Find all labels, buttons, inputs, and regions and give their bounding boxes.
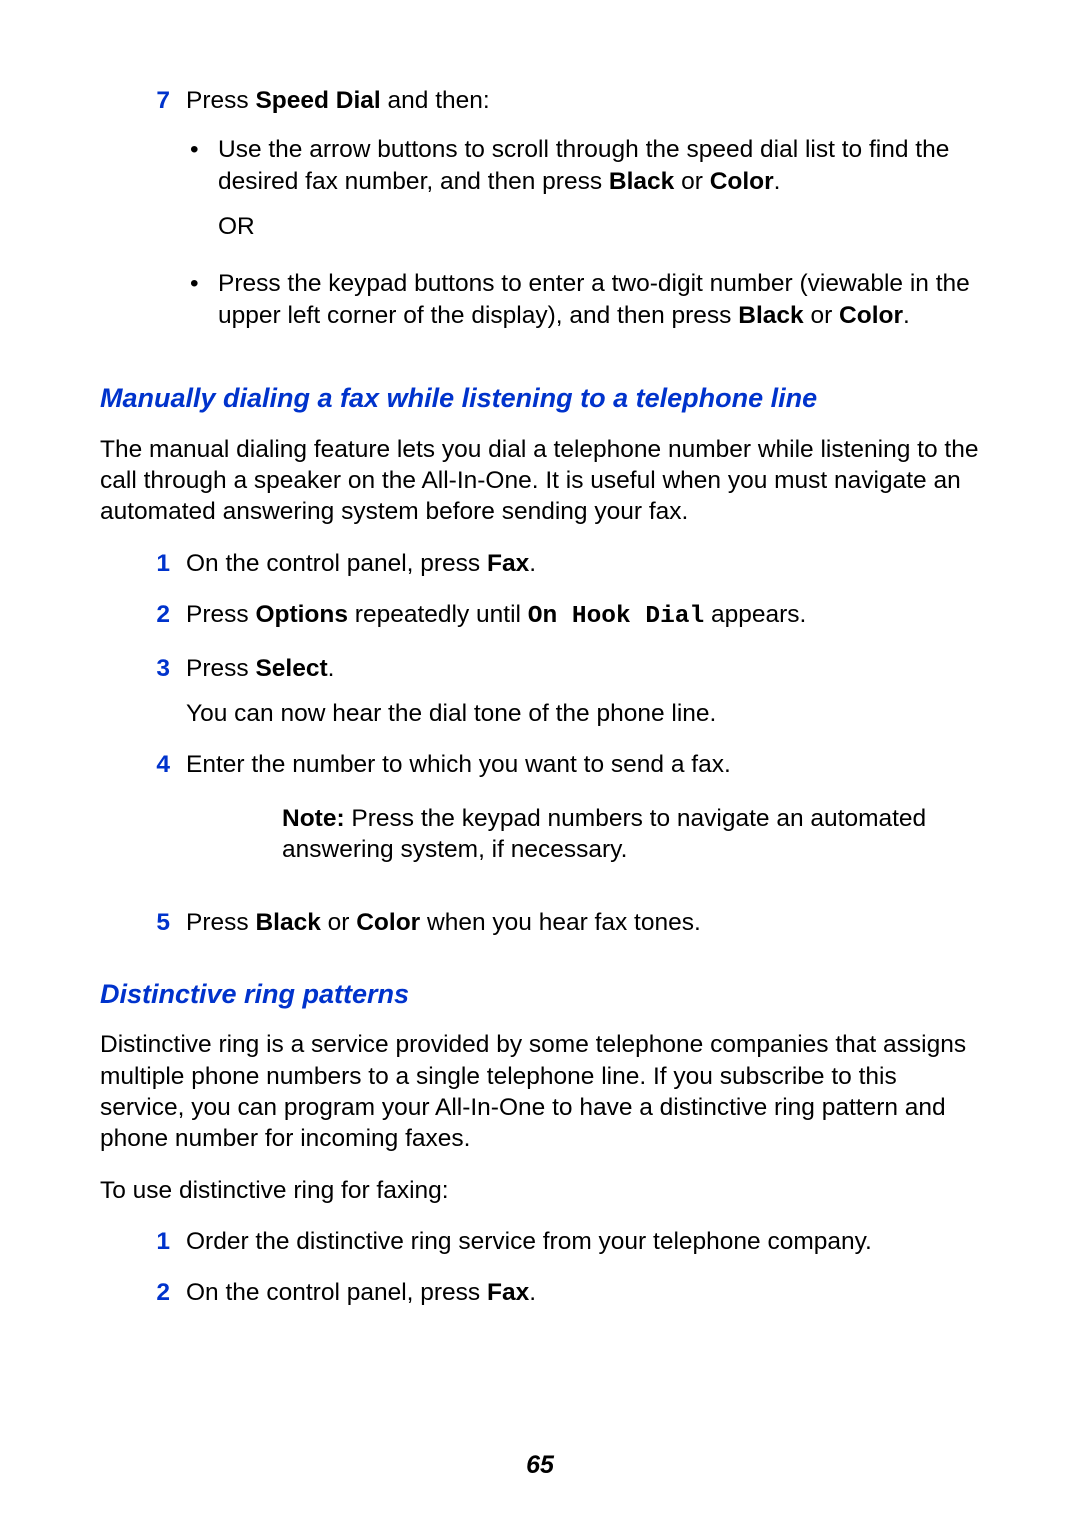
lead-paragraph: To use distinctive ring for faxing: <box>100 1175 980 1206</box>
step-body: Press Options repeatedly until On Hook D… <box>186 599 980 632</box>
text: . <box>328 655 335 682</box>
continued-step-list: 7 Press Speed Dial and then: • Use the a… <box>134 85 980 343</box>
text: Press <box>186 601 255 628</box>
step-body: Press Select. You can now hear the dial … <box>186 653 980 730</box>
bold-term: Fax <box>487 550 529 577</box>
step-body: Order the distinctive ring service from … <box>186 1226 980 1257</box>
text: On the control panel, press <box>186 1279 487 1306</box>
step-body: Press Speed Dial and then: • Use the arr… <box>186 85 980 343</box>
bold-term: Black <box>738 302 803 329</box>
bold-term: Black <box>609 168 674 195</box>
bullet-item: • Use the arrow buttons to scroll throug… <box>186 134 980 256</box>
text: . <box>529 550 536 577</box>
section-heading-distinctive-ring: Distinctive ring patterns <box>100 977 980 1012</box>
text: and then: <box>381 87 490 114</box>
step-number: 2 <box>134 599 186 632</box>
text: or <box>674 168 709 195</box>
text: repeatedly until <box>348 601 528 628</box>
step-number: 4 <box>134 749 186 887</box>
text: . <box>774 168 781 195</box>
bold-term: Color <box>839 302 903 329</box>
bullet-body: Press the keypad buttons to enter a two-… <box>218 268 980 331</box>
step-number: 1 <box>134 548 186 579</box>
note-label: Note: <box>282 805 351 832</box>
bold-term: Options <box>255 601 348 628</box>
text: . <box>903 302 910 329</box>
step-body: On the control panel, press Fax. <box>186 548 980 579</box>
step-5: 5 Press Black or Color when you hear fax… <box>134 907 980 938</box>
text: appears. <box>704 601 806 628</box>
text: or <box>321 909 356 936</box>
step-body: On the control panel, press Fax. <box>186 1277 980 1308</box>
bullet-body: Use the arrow buttons to scroll through … <box>218 134 980 256</box>
text: or <box>804 302 839 329</box>
text: Order the distinctive ring service from … <box>186 1228 872 1255</box>
step-number: 2 <box>134 1277 186 1308</box>
section-heading-manual-dial: Manually dialing a fax while listening t… <box>100 381 980 416</box>
bullet-icon: • <box>186 134 218 256</box>
text: Use the arrow buttons to scroll through … <box>218 136 949 194</box>
text: . <box>529 1279 536 1306</box>
step-3: 3 Press Select. You can now hear the dia… <box>134 653 980 730</box>
distinctive-ring-steps: 1 Order the distinctive ring service fro… <box>134 1226 980 1309</box>
step-1: 1 On the control panel, press Fax. <box>134 548 980 579</box>
or-separator: OR <box>218 211 980 242</box>
sub-paragraph: You can now hear the dial tone of the ph… <box>186 698 980 729</box>
step-2: 2 On the control panel, press Fax. <box>134 1277 980 1308</box>
step-body: Enter the number to which you want to se… <box>186 749 980 887</box>
text: Press <box>186 655 255 682</box>
text: On the control panel, press <box>186 550 487 577</box>
bold-term: Color <box>356 909 420 936</box>
manual-page: 7 Press Speed Dial and then: • Use the a… <box>0 0 1080 1529</box>
step-number: 7 <box>134 85 186 343</box>
intro-paragraph: Distinctive ring is a service provided b… <box>100 1029 980 1154</box>
bold-term: Fax <box>487 1279 529 1306</box>
bold-term: Select <box>255 655 327 682</box>
step-7: 7 Press Speed Dial and then: • Use the a… <box>134 85 980 343</box>
step-2: 2 Press Options repeatedly until On Hook… <box>134 599 980 632</box>
bullet-icon: • <box>186 268 218 331</box>
text: Press <box>186 909 255 936</box>
step-body: Press Black or Color when you hear fax t… <box>186 907 980 938</box>
manual-dial-steps: 1 On the control panel, press Fax. 2 Pre… <box>134 548 980 939</box>
step-number: 1 <box>134 1226 186 1257</box>
bullet-item: • Press the keypad buttons to enter a tw… <box>186 268 980 331</box>
page-number: 65 <box>0 1449 1080 1481</box>
step-number: 3 <box>134 653 186 730</box>
note-text: Press the keypad numbers to navigate an … <box>282 805 926 863</box>
note-block: Note: Press the keypad numbers to naviga… <box>282 803 980 866</box>
text: when you hear fax tones. <box>420 909 701 936</box>
bold-term: Color <box>710 168 774 195</box>
step-4: 4 Enter the number to which you want to … <box>134 749 980 887</box>
intro-paragraph: The manual dialing feature lets you dial… <box>100 434 980 528</box>
mono-term: On Hook Dial <box>528 603 704 630</box>
text: Press <box>186 87 255 114</box>
step-number: 5 <box>134 907 186 938</box>
bold-term: Speed Dial <box>255 87 380 114</box>
text: Enter the number to which you want to se… <box>186 751 731 778</box>
step-1: 1 Order the distinctive ring service fro… <box>134 1226 980 1257</box>
bold-term: Black <box>255 909 320 936</box>
